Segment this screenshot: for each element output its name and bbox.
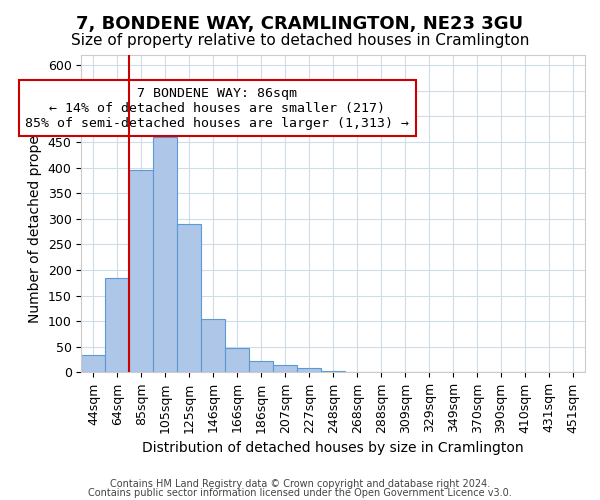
Text: Contains HM Land Registry data © Crown copyright and database right 2024.: Contains HM Land Registry data © Crown c… xyxy=(110,479,490,489)
Bar xyxy=(82,354,106,372)
Bar xyxy=(297,368,321,372)
Bar xyxy=(154,137,178,372)
Y-axis label: Number of detached properties: Number of detached properties xyxy=(28,104,42,323)
Bar xyxy=(106,278,130,372)
Bar xyxy=(273,365,297,372)
Text: Size of property relative to detached houses in Cramlington: Size of property relative to detached ho… xyxy=(71,32,529,48)
Bar xyxy=(249,361,273,372)
Text: 7 BONDENE WAY: 86sqm
← 14% of detached houses are smaller (217)
85% of semi-deta: 7 BONDENE WAY: 86sqm ← 14% of detached h… xyxy=(25,86,409,130)
X-axis label: Distribution of detached houses by size in Cramlington: Distribution of detached houses by size … xyxy=(142,441,524,455)
Bar xyxy=(202,318,226,372)
Text: 7, BONDENE WAY, CRAMLINGTON, NE23 3GU: 7, BONDENE WAY, CRAMLINGTON, NE23 3GU xyxy=(76,15,524,33)
Bar xyxy=(130,170,154,372)
Bar xyxy=(178,224,202,372)
Bar xyxy=(226,348,250,372)
Text: Contains public sector information licensed under the Open Government Licence v3: Contains public sector information licen… xyxy=(88,488,512,498)
